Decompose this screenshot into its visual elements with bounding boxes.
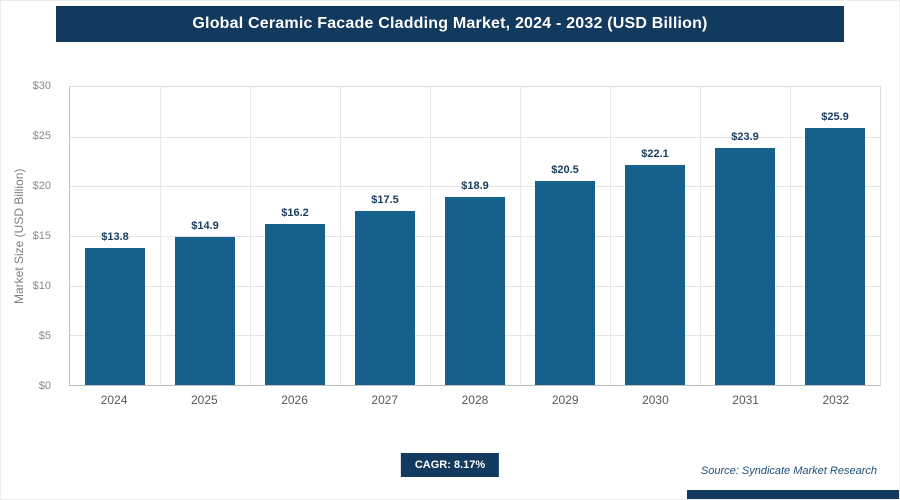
- gridline-v: [609, 87, 611, 385]
- bar-2026: [265, 224, 325, 385]
- source-note: Source: Syndicate Market Research: [700, 465, 877, 477]
- y-axis-ticks: $0 $5 $10 $15 $20 $25 $30: [1, 80, 61, 392]
- bar-2028: [445, 197, 505, 385]
- bar-value-label: $25.9: [821, 110, 849, 123]
- y-tick-label: $15: [32, 230, 51, 242]
- chart-title: Global Ceramic Facade Cladding Market, 2…: [192, 15, 708, 32]
- bar-value-label: $16.2: [281, 207, 309, 220]
- gridline-v: [790, 87, 791, 385]
- bar-2031: [715, 147, 775, 385]
- gridline-v: [430, 87, 431, 385]
- gridline-h: [70, 136, 880, 138]
- bar-2032: [805, 127, 865, 385]
- x-tick-label: 2030: [642, 393, 669, 407]
- bar-slot: $25.9: [790, 87, 880, 385]
- gridline-v: [250, 87, 251, 385]
- gridline-v: [700, 87, 701, 385]
- x-tick-label: 2027: [371, 393, 399, 407]
- x-axis-ticks: 2024 2025 2026 2027 2028 2029 2030 2031 2032: [69, 393, 881, 407]
- chart-area: Market Size (USD Billion) $0 $5 $10 $15 $20 $…: [1, 61, 899, 421]
- bar-2029: [535, 181, 595, 385]
- y-tick-label: $5: [38, 330, 51, 342]
- y-tick-label: $0: [38, 380, 51, 392]
- x-tick-label: 2026: [281, 393, 308, 407]
- bar-slot: $18.9: [430, 87, 520, 385]
- bar-slot: $17.5: [340, 87, 430, 385]
- gridline-v: [160, 87, 161, 385]
- bar-value-label: $17.5: [371, 194, 399, 207]
- bottom-accent-strip: [687, 490, 899, 499]
- bar-value-label: $14.9: [191, 220, 219, 232]
- bar-slot: $22.1: [610, 87, 700, 385]
- bar-value-label: $23.9: [731, 130, 759, 143]
- bar-slot: $20.5: [520, 87, 610, 385]
- bar-slot: $13.8: [70, 87, 160, 385]
- y-tick-label: $30: [32, 80, 51, 92]
- y-tick-label: $20: [32, 180, 51, 192]
- bar-value-label: $22.1: [641, 148, 669, 161]
- y-tick-label: $25: [32, 130, 51, 142]
- bar-2027: [355, 211, 415, 385]
- bar-value-label: $20.5: [551, 164, 579, 177]
- x-tick-label: 2032: [822, 393, 850, 407]
- y-tick-label: $10: [32, 280, 51, 292]
- bar-2030: [625, 165, 685, 385]
- bar-value-label: $13.8: [101, 230, 129, 243]
- bar-value-label: $18.9: [461, 180, 489, 193]
- gridline-v: [520, 87, 521, 385]
- bar-2025: [175, 237, 235, 385]
- bar-slot: $16.2: [250, 87, 340, 385]
- bar-2024: [85, 247, 145, 385]
- gridline-v: [339, 87, 341, 385]
- bar-slot: $14.9: [160, 87, 250, 385]
- x-tick-label: 2031: [732, 393, 759, 407]
- plot-area: $13.8 $14.9 $16.2 $17.5 $18.9 $20.5 $22.1 $23.9…: [69, 86, 881, 386]
- x-tick-label: 2024: [100, 393, 128, 407]
- bar-slot: $23.9: [700, 87, 790, 385]
- gridline-h: [70, 186, 880, 188]
- x-tick-label: 2028: [461, 393, 489, 407]
- cagr-badge: CAGR: 8.17%: [400, 453, 500, 477]
- x-tick-label: 2029: [551, 393, 579, 407]
- x-tick-label: 2025: [190, 393, 218, 407]
- chart-title-bar: Global Ceramic Facade Cladding Market, 2…: [56, 6, 844, 42]
